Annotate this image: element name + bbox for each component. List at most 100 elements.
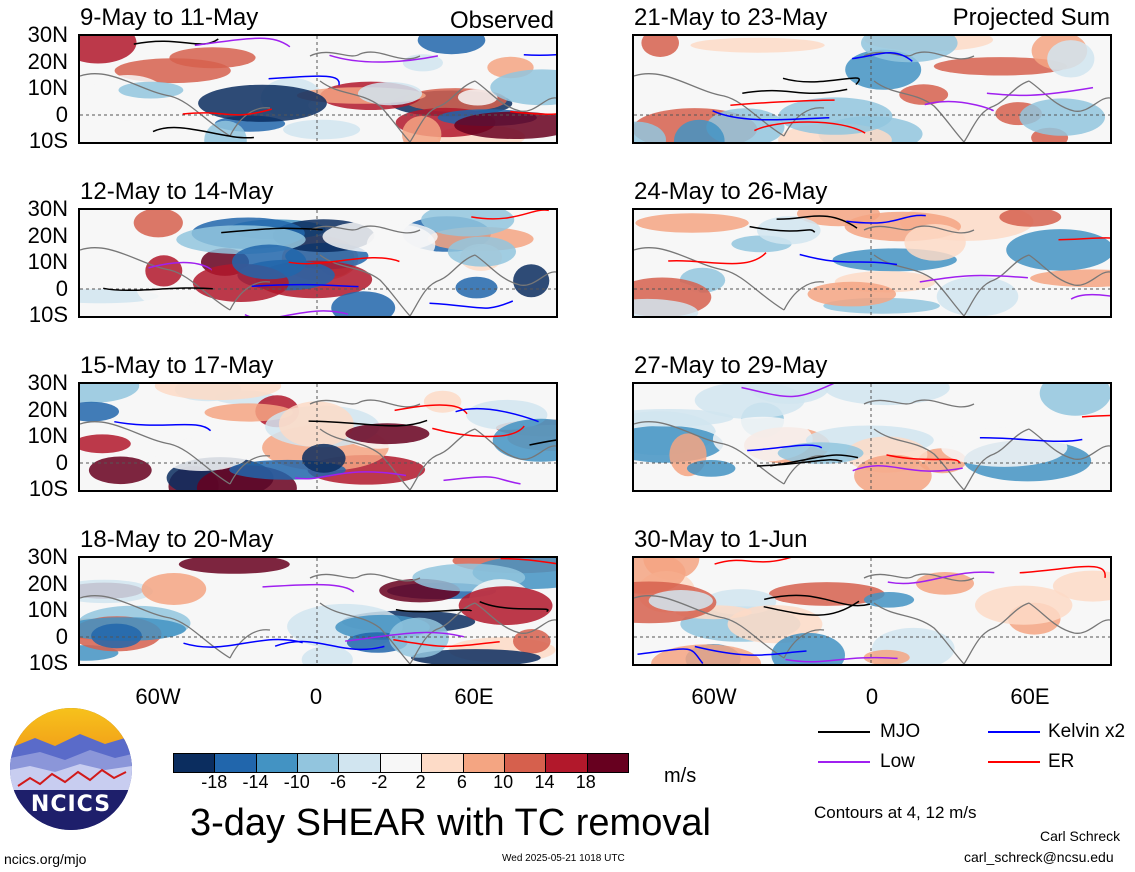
colorbar-swatch-0: [174, 754, 215, 772]
shear-blob: [80, 384, 140, 403]
shear-blob: [198, 84, 327, 122]
colorbar-tick-2: -10: [283, 772, 310, 792]
contour-line: [782, 77, 860, 86]
author-email: carl_schreck@ncsu.edu: [964, 849, 1114, 865]
shear-blob: [1019, 98, 1105, 136]
shear-blob: [861, 36, 958, 63]
colorbar-swatch-3: [297, 754, 339, 772]
legend-label-mjo: MJO: [880, 721, 921, 742]
shear-blob: [417, 36, 486, 55]
observed-label: Observed: [449, 7, 554, 34]
shear-blob: [936, 276, 1019, 316]
shear-map-svg: [80, 210, 556, 316]
shear-blob: [749, 384, 830, 404]
contour-line: [103, 287, 213, 292]
colorbar-tick-3: -6: [330, 772, 347, 792]
shear-blob: [154, 384, 282, 400]
contour-line: [251, 283, 359, 288]
colorbar-tick-4: -2: [371, 772, 388, 792]
contour-line: [694, 645, 807, 656]
colorbar-swatch-5: [379, 754, 422, 772]
contour-line: [979, 437, 1083, 443]
y-tick-row4-4: 10S: [28, 650, 68, 675]
contour-line: [756, 459, 843, 467]
y-tick-row4-1: 20N: [27, 570, 68, 596]
shear-blob: [421, 210, 515, 237]
shear-blob: [769, 582, 885, 606]
shear-blob: [232, 244, 307, 280]
shear-blob: [674, 119, 725, 142]
shear-blob: [204, 403, 293, 422]
shear-blob: [402, 116, 442, 142]
shear-blob: [169, 47, 256, 69]
coastline: [634, 399, 1110, 490]
y-tick-row2-4: 10S: [28, 302, 68, 327]
shear-blob: [178, 558, 290, 574]
contour-line: [1058, 237, 1110, 241]
contour-line: [288, 257, 400, 265]
map-panel-proj-1: [632, 34, 1112, 144]
shear-blob: [458, 586, 553, 625]
y-tick-row3-0: 30N: [27, 370, 68, 395]
shear-blob: [1052, 570, 1110, 602]
projected-label: Projected Sum: [952, 4, 1110, 31]
contour-line: [799, 253, 898, 266]
map-panel-proj-3: [632, 382, 1112, 492]
contour-line: [919, 274, 1028, 283]
legend-label-low: Low: [880, 751, 915, 772]
shear-blob: [80, 36, 137, 64]
shear-blob: [455, 276, 498, 299]
shear-blob: [778, 97, 893, 135]
shear-blob: [301, 646, 353, 664]
shear-blob: [447, 236, 516, 267]
shear-blob: [899, 84, 949, 105]
chart-title: 3-day SHEAR with TC removal: [190, 802, 711, 844]
contour-line: [479, 601, 549, 613]
shear-blob: [454, 111, 556, 139]
contour-line: [637, 648, 704, 664]
contour-line: [221, 227, 323, 234]
shear-blob: [80, 434, 131, 454]
y-tick-row3-3: 0: [55, 449, 68, 475]
contour-line: [183, 638, 303, 648]
y-tick-row2-0: 30N: [27, 196, 68, 221]
colorbar-swatch-2: [255, 754, 298, 772]
contour-line: [763, 600, 860, 616]
shear-blob: [80, 579, 153, 604]
contour-line: [432, 425, 525, 438]
shear-blob: [1006, 229, 1110, 271]
contour-line: [1081, 414, 1110, 418]
shear-blob: [777, 442, 864, 464]
contour-line: [429, 300, 514, 309]
y-tick-row4-3: 0: [55, 623, 68, 649]
contour-line: [749, 225, 816, 233]
shear-blob: [457, 89, 498, 106]
contour-line: [393, 639, 500, 648]
shear-blob: [513, 264, 550, 298]
shear-blob: [635, 213, 749, 233]
panel-title-obs-2: 12-May to 14-May: [80, 178, 274, 205]
contour-line: [741, 384, 835, 398]
map-panel-obs-2: [78, 208, 558, 318]
contour-line: [764, 594, 871, 607]
shear-blob: [1047, 40, 1095, 78]
panel-title-obs-3: 15-May to 17-May: [80, 352, 274, 379]
contour-line: [776, 215, 858, 229]
x-tick-60e-left: 60E: [454, 684, 494, 709]
colorbar-tick-1: -14: [242, 772, 269, 792]
contour-line: [262, 583, 355, 593]
shear-blob: [863, 592, 915, 608]
colorbar-tick-7: 10: [493, 772, 514, 792]
map-panel-proj-4: [632, 556, 1112, 666]
site-url: ncics.org/mjo: [4, 851, 87, 867]
shear-blob: [904, 224, 966, 261]
y-tick-row4-0: 30N: [27, 544, 68, 569]
shear-blob: [933, 57, 1067, 76]
contour-line: [329, 54, 439, 63]
shear-map-svg: [80, 558, 556, 664]
contour-line: [194, 37, 291, 48]
legend-line-low: [818, 761, 870, 763]
shear-blob: [141, 573, 207, 605]
colorbar-tick-8: 14: [534, 772, 555, 792]
shear-blob: [145, 255, 183, 287]
